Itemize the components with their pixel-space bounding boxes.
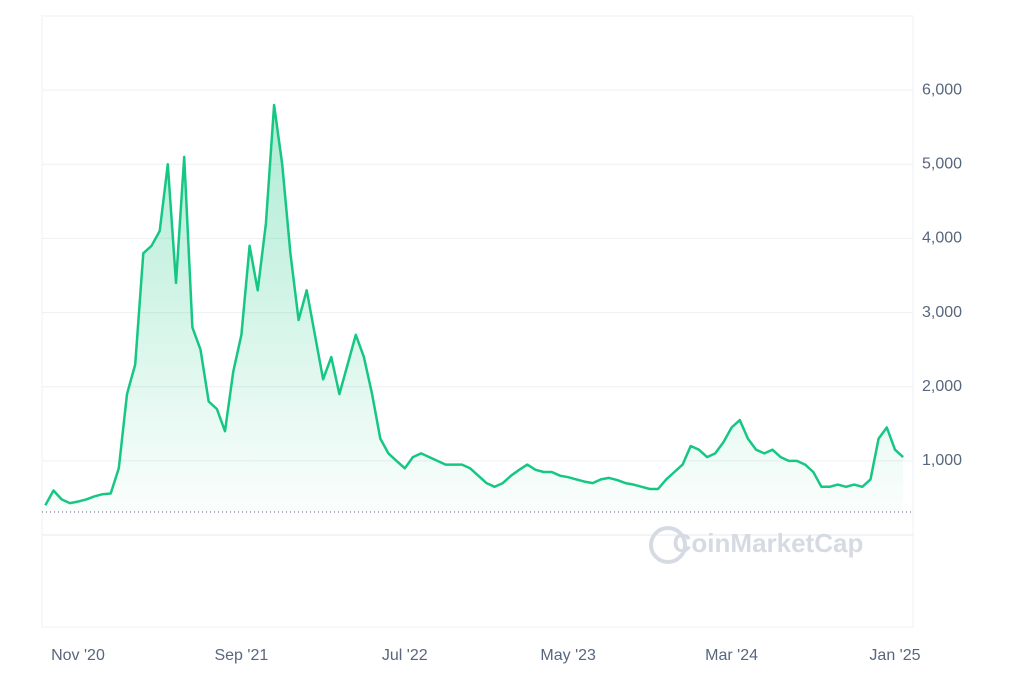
x-tick-label: Mar '24 (705, 647, 758, 664)
x-tick-label: Sep '21 (214, 647, 268, 664)
x-tick-label: Nov '20 (51, 647, 105, 664)
x-tick-label: Jul '22 (382, 647, 428, 664)
y-tick-label: 2,000 (922, 378, 962, 395)
y-tick-label: 4,000 (922, 230, 962, 247)
price-line (44, 103, 904, 506)
y-tick-label: 1,000 (922, 452, 962, 469)
x-tick-label: Jan '25 (869, 647, 920, 664)
y-tick-label: 6,000 (922, 81, 962, 98)
area (45, 105, 904, 513)
watermark-logo (649, 526, 687, 564)
y-tick-label: 3,000 (922, 304, 962, 321)
watermark: CoinMarketCap (673, 528, 864, 558)
x-tick-label: May '23 (540, 647, 596, 664)
plot-frame (41, 15, 914, 628)
y-tick-label: 5,000 (922, 156, 962, 173)
